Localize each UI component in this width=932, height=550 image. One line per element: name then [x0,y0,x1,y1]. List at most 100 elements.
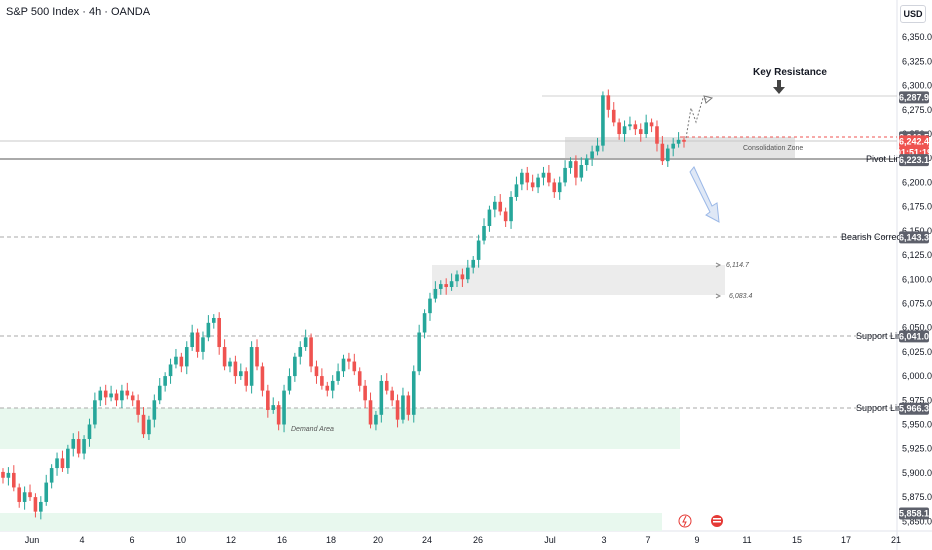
price-badge [899,135,929,148]
candle-body [28,492,32,498]
time-tick-label: 24 [422,535,432,545]
time-tick-label: 9 [694,535,699,545]
currency-button[interactable]: USD [900,5,926,23]
price-tick-label: 6,325.0 [902,56,932,66]
candle-body [503,211,508,222]
candle-body [466,267,470,280]
candle-body [433,288,438,299]
time-axis[interactable]: Jun 4 6 10 12 16 18 20 24 26 Jul 3 7 9 11 15 17 21 [25,535,901,545]
candle-body [509,196,513,222]
price-badge-label: 6,242.4 [899,136,929,146]
candle-body [82,439,86,454]
candle-body [157,385,162,401]
candle-body [606,95,611,110]
time-tick-label: 4 [79,535,84,545]
candle-body [228,361,232,367]
candle-body [649,122,654,127]
price-badge-label: 6,143.3 [899,232,929,242]
candle-body [563,167,567,183]
candle-body [125,390,130,396]
candle-body [271,405,276,410]
key-resistance-label: Key Resistance [753,67,827,78]
price-badge [899,507,929,520]
candle-body [195,332,200,352]
candle-body [574,161,578,178]
candle-body [282,390,286,425]
candle-body [428,298,432,314]
candle-body [314,366,319,377]
candle-body [601,95,605,146]
candle-body [55,458,59,469]
price-tick-label: 6,100.0 [902,274,932,284]
price-tick-label: 6,025.0 [902,347,932,357]
price-badge-label: 6,287.9 [899,92,929,102]
candle-body [363,385,367,401]
candle-body [411,371,416,415]
projected-up-arrow [703,95,714,104]
candle-body [530,182,535,188]
price-axis[interactable]: 6,350.06,325.06,300.06,275.06,250.06,225… [902,32,932,526]
candle-body [444,284,448,288]
support-line-1-label: Support Line [856,331,907,341]
candle-body [536,177,540,188]
candle-body [6,472,11,478]
candle-body [109,393,113,398]
candle-body [39,501,43,512]
candle-body [76,439,81,454]
candle-body [417,332,421,372]
candle-body [293,356,297,377]
price-tick-label: 5,950.0 [902,419,932,429]
candle-body [422,313,427,333]
candle-body [611,109,616,123]
flag-icon[interactable] [711,515,723,527]
candle-body [66,448,70,469]
candle-body [320,376,324,386]
candle-body [487,209,492,227]
price-badge [899,330,929,343]
candle-body [336,371,340,381]
candle-body [590,151,594,159]
lightning-icon[interactable] [678,514,692,528]
candle-body [449,281,454,288]
candle-body [163,376,167,386]
gap-high-marker: 6,114.7 [715,262,750,269]
candle-body [676,139,681,144]
demand-area-label: Demand Area [291,426,334,433]
candle-body [168,364,173,377]
candle-body [357,371,362,386]
candle-body [660,143,665,162]
time-tick-label: 15 [792,535,802,545]
candle-body [179,356,184,367]
down-arrow-icon [773,80,785,94]
candle-body [347,358,351,362]
candle-body [33,497,38,512]
candle-body [287,376,292,391]
candle-body [541,172,546,178]
candle-body [309,337,313,367]
candle-body [557,182,562,193]
candle-body [644,122,648,135]
candle-body [201,337,205,352]
price-tick-label: 6,000.0 [902,371,932,381]
candle-body [665,148,670,162]
candle-body [174,356,178,365]
time-tick-label: Jun [25,535,40,545]
candle-body [438,284,443,289]
candle-body [260,366,265,391]
time-tick-label: 6 [129,535,134,545]
price-tick-label: 6,125.0 [902,250,932,260]
candle-body [622,126,627,135]
lower-demand-zone [0,513,662,531]
candle-body [222,347,227,367]
time-tick-label: Jul [544,535,556,545]
price-badge-label: 6,223.1 [899,155,929,165]
candle-body [103,390,108,398]
time-tick-label: 11 [742,535,751,545]
candle-body [266,390,270,410]
demand-area-zone [0,408,680,449]
candle-body [482,226,486,241]
candle-body [184,347,189,367]
candle-body [206,322,211,338]
price-tick-label: 5,925.0 [902,444,932,454]
